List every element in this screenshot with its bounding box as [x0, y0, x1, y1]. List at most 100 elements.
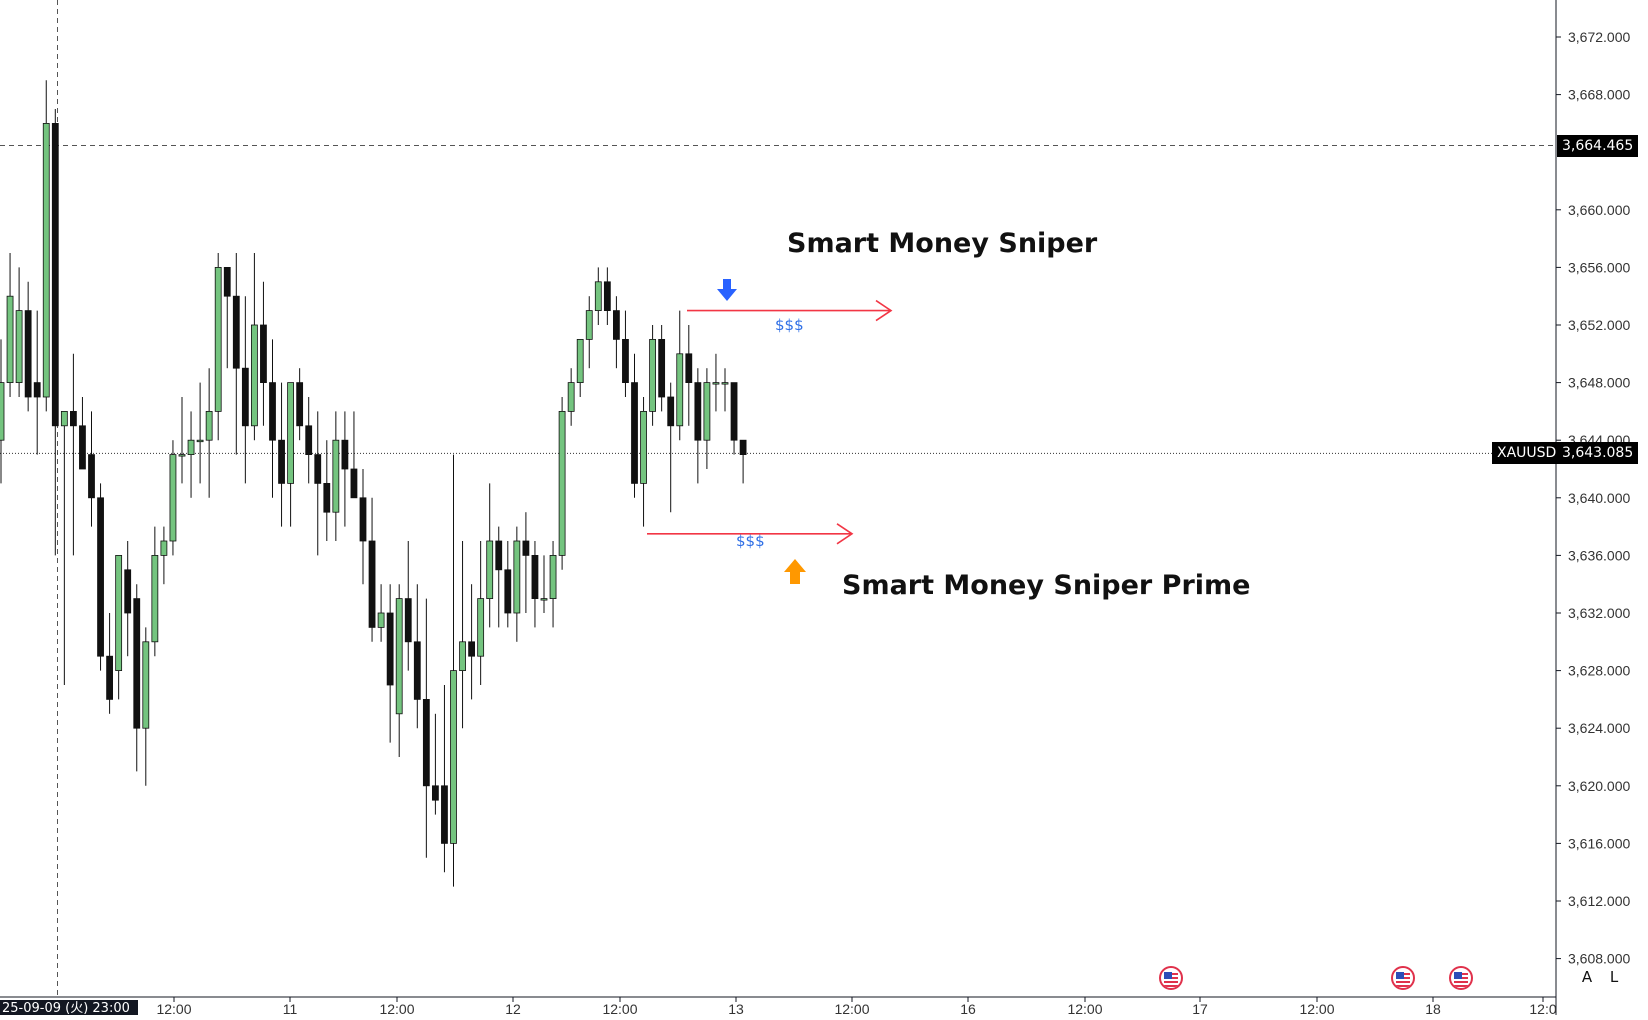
candle[interactable]	[413, 584, 421, 729]
buy-signal-arrow-icon[interactable]	[784, 559, 806, 584]
price-axis[interactable]: 3,672.000 3,668.000 3,660.000 3,656.000 3,65…	[1556, 29, 1630, 967]
auto-scale-button[interactable]: A	[1581, 968, 1593, 986]
candle[interactable]	[739, 439, 747, 484]
candle-body-up	[6, 295, 14, 384]
candle[interactable]	[658, 325, 666, 412]
candle[interactable]	[250, 253, 258, 441]
candle[interactable]	[314, 411, 322, 556]
candle[interactable]	[703, 368, 711, 469]
candle[interactable]	[486, 483, 494, 628]
candle[interactable]	[115, 555, 123, 700]
candle[interactable]	[15, 267, 23, 397]
candle-body-up	[721, 382, 729, 385]
candle[interactable]	[24, 281, 32, 412]
candle[interactable]	[151, 526, 159, 657]
candle[interactable]	[51, 109, 59, 556]
candle[interactable]	[214, 253, 222, 441]
candle[interactable]	[585, 296, 593, 369]
candle[interactable]	[386, 584, 394, 743]
candle[interactable]	[178, 397, 186, 484]
time-axis[interactable]: 12:00 11 12:00 12 12:00 13 12:00 16 12:00 17 12:00…	[156, 997, 1557, 1017]
candle[interactable]	[296, 368, 304, 441]
candle[interactable]	[142, 627, 150, 786]
candle[interactable]	[106, 613, 113, 714]
candle[interactable]	[468, 584, 476, 700]
us-flag-icon[interactable]	[1449, 966, 1473, 990]
candle[interactable]	[504, 541, 512, 628]
last-price-label: 3,643.085	[1557, 442, 1639, 465]
candle-body-up	[15, 310, 23, 384]
candle[interactable]	[377, 584, 385, 642]
log-scale-button[interactable]: L	[1609, 968, 1619, 986]
candle[interactable]	[495, 526, 503, 628]
candle[interactable]	[395, 584, 403, 757]
candle[interactable]	[232, 253, 240, 455]
candle[interactable]	[269, 339, 276, 498]
candle[interactable]	[0, 339, 5, 484]
candle[interactable]	[431, 713, 439, 815]
candle-body-down	[51, 123, 59, 427]
candle[interactable]	[649, 325, 656, 426]
candle[interactable]	[196, 382, 204, 484]
candle[interactable]	[187, 411, 195, 498]
candle[interactable]	[323, 440, 331, 541]
us-flag-icon[interactable]	[1391, 966, 1415, 990]
candle[interactable]	[205, 368, 213, 498]
candle[interactable]	[640, 397, 647, 527]
candle[interactable]	[450, 454, 457, 887]
candle[interactable]	[6, 253, 14, 397]
candle[interactable]	[513, 526, 521, 642]
candle[interactable]	[404, 541, 412, 671]
candle[interactable]	[685, 325, 693, 426]
candle[interactable]	[477, 541, 485, 685]
candle[interactable]	[558, 397, 566, 570]
candle[interactable]	[305, 397, 313, 484]
candle[interactable]	[160, 526, 168, 585]
candle[interactable]	[60, 410, 68, 685]
us-flag-icon[interactable]	[1159, 966, 1183, 990]
candle[interactable]	[459, 541, 466, 729]
sell-signal-arrow-icon[interactable]	[717, 279, 737, 301]
candle[interactable]	[169, 440, 177, 556]
candle[interactable]	[540, 555, 548, 613]
candle[interactable]	[522, 512, 530, 613]
candle[interactable]	[676, 310, 684, 441]
candle[interactable]	[631, 353, 638, 498]
candle[interactable]	[603, 267, 611, 325]
candle[interactable]	[422, 598, 430, 858]
candle[interactable]	[79, 397, 86, 470]
candle[interactable]	[549, 541, 557, 628]
candle[interactable]	[576, 338, 584, 397]
candle[interactable]	[241, 296, 249, 484]
candle[interactable]	[622, 310, 629, 397]
candle[interactable]	[223, 266, 231, 369]
candle[interactable]	[441, 685, 448, 873]
time-tick-label: 12:00	[834, 1001, 869, 1015]
candle[interactable]	[694, 368, 702, 484]
candle[interactable]	[368, 497, 376, 642]
candle[interactable]	[70, 353, 77, 556]
candle[interactable]	[613, 296, 620, 369]
candle[interactable]	[531, 541, 539, 628]
candle[interactable]	[88, 411, 95, 527]
candle[interactable]	[712, 353, 720, 412]
candle[interactable]	[567, 368, 575, 426]
candle[interactable]	[359, 469, 367, 585]
candle[interactable]	[341, 411, 349, 527]
candle[interactable]	[594, 267, 602, 325]
candle[interactable]	[350, 411, 358, 499]
candle[interactable]	[332, 411, 340, 541]
candle[interactable]	[278, 382, 285, 527]
candle[interactable]	[667, 382, 675, 513]
candle[interactable]	[33, 310, 41, 455]
candle[interactable]	[133, 584, 141, 772]
candle[interactable]	[721, 368, 729, 412]
candle[interactable]	[260, 281, 267, 426]
candle[interactable]	[730, 382, 738, 455]
candle[interactable]	[287, 382, 295, 527]
candle[interactable]	[42, 80, 50, 412]
candle[interactable]	[97, 483, 104, 671]
candle[interactable]	[124, 541, 132, 657]
